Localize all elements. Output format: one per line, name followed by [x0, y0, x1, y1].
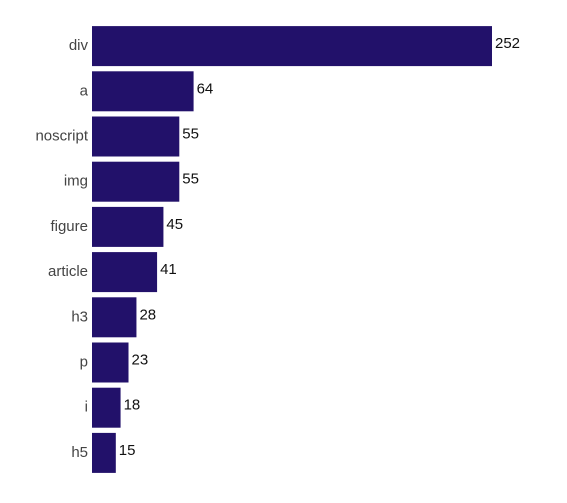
value-label: 64 [197, 80, 214, 97]
bar [92, 252, 158, 293]
value-label: 15 [119, 442, 136, 459]
category-label: img [64, 173, 88, 190]
value-label: 41 [160, 261, 177, 278]
bar [92, 432, 116, 473]
category-label: h3 [71, 308, 88, 325]
category-label: figure [50, 218, 88, 235]
value-label: 45 [166, 216, 183, 233]
bar [92, 297, 137, 338]
category-label: p [80, 353, 88, 370]
category-label: div [69, 37, 89, 54]
category-label: h5 [71, 444, 88, 461]
value-label: 252 [495, 35, 520, 52]
bar [92, 161, 180, 202]
bar [92, 342, 129, 383]
category-label: noscript [35, 127, 88, 144]
bar [92, 26, 492, 67]
value-label: 23 [132, 351, 149, 368]
value-label: 28 [139, 306, 156, 323]
bar [92, 116, 180, 157]
category-label: a [80, 82, 89, 99]
value-label: 55 [182, 125, 199, 142]
value-label: 18 [124, 397, 141, 414]
category-label: article [48, 263, 88, 280]
bar [92, 206, 164, 247]
bar [92, 387, 121, 428]
value-label: 55 [182, 171, 199, 188]
bar [92, 71, 194, 112]
category-label: i [85, 399, 88, 416]
